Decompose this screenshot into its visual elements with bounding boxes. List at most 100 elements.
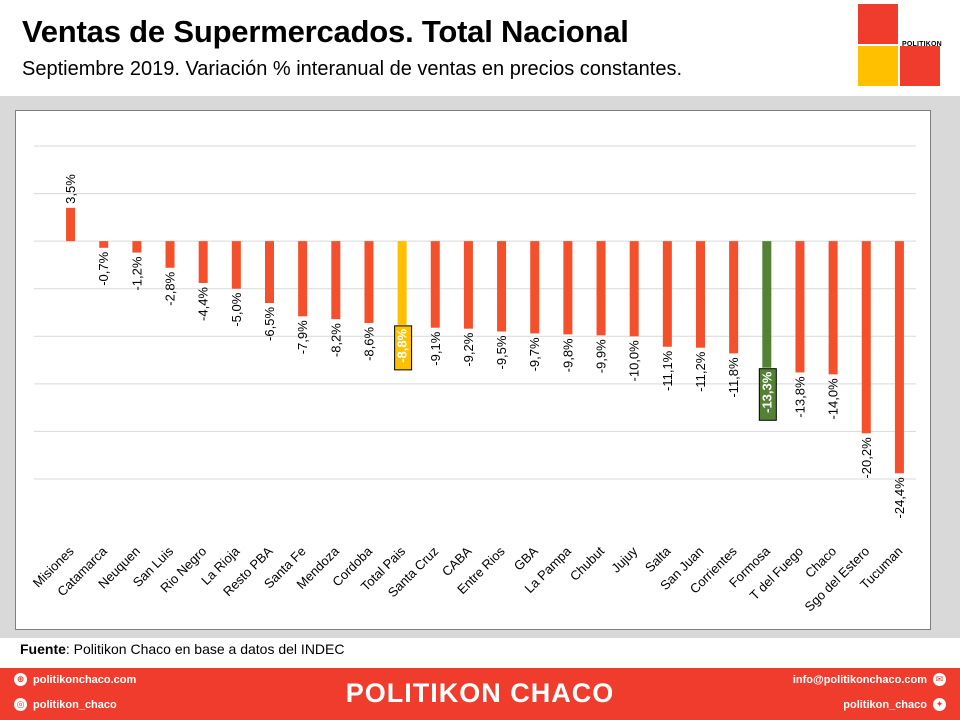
bar-corrientes — [729, 241, 739, 354]
data-label-highlight — [758, 368, 777, 421]
data-label: -20,2% — [859, 437, 874, 479]
data-label: -4,4% — [196, 287, 211, 321]
data-label-text: -4,4% — [196, 287, 211, 321]
data-label: -7,9% — [295, 320, 310, 354]
data-label-text: -9,8% — [560, 338, 575, 372]
data-label-text: -7,9% — [295, 320, 310, 354]
data-label: -2,8% — [163, 271, 178, 305]
twitter-icon: ✦ — [933, 698, 946, 711]
data-label-text: -9,9% — [594, 339, 609, 373]
bar-chart: 3,5%Misiones-0,7%Catamarca-1,2%Neuquen-2… — [30, 145, 916, 614]
bar-chubut — [596, 241, 606, 336]
bar-chaco — [828, 241, 838, 375]
data-label: -5,0% — [229, 292, 244, 326]
data-label: -1,2% — [129, 256, 144, 290]
bar-t-del-fuego — [795, 241, 805, 373]
category-label: Chubut — [567, 543, 608, 584]
footer-twitter[interactable]: politikon_chaco ✦ — [843, 698, 946, 711]
data-label: -10,0% — [627, 340, 642, 382]
bar-caba — [463, 241, 473, 329]
instagram-icon: ◎ — [14, 698, 27, 711]
data-label-highlight — [394, 325, 413, 371]
bar-jujuy — [629, 241, 639, 337]
source-note: Fuente: Politikon Chaco en base a datos … — [20, 641, 345, 657]
data-label-text: -6,5% — [262, 307, 277, 341]
page-title: Ventas de Supermercados. Total Nacional — [22, 14, 629, 49]
data-label: -13,8% — [792, 376, 807, 418]
data-label: -9,9% — [594, 339, 609, 373]
bar-neuquen — [132, 241, 142, 253]
data-label-text: -13,3% — [759, 371, 774, 413]
bar-santa-fe — [298, 241, 308, 317]
footer-twitter-text: politikon_chaco — [843, 698, 927, 711]
bar-santa-cruz — [430, 241, 440, 328]
data-label-text: -11,8% — [726, 357, 741, 398]
footer-bar: ⊕ politikonchaco.com ◎ politikon_chaco P… — [0, 668, 960, 720]
data-label: -11,1% — [660, 350, 675, 391]
bar-tucuman — [894, 241, 904, 474]
bar-san-luis — [165, 241, 175, 268]
footer-instagram[interactable]: ◎ politikon_chaco — [14, 698, 117, 711]
bar-cordoba — [364, 241, 374, 323]
data-label: -9,1% — [428, 331, 443, 365]
bar-gba — [530, 241, 540, 334]
data-label-text: -11,1% — [660, 350, 675, 391]
logo-square-yellow — [858, 46, 898, 86]
data-label: -6,5% — [262, 307, 277, 341]
data-label: -8,6% — [361, 327, 376, 361]
bar-resto-pba — [265, 241, 274, 303]
bar-sgo-del-estero — [861, 241, 871, 434]
data-label: -11,8% — [726, 357, 741, 398]
data-label-text: -9,1% — [428, 331, 443, 365]
bar-rio-negro — [198, 241, 208, 284]
data-label: -11,2% — [693, 351, 708, 392]
globe-icon: ⊕ — [14, 673, 27, 686]
data-label-text: -8,6% — [361, 327, 376, 361]
logo-text: POLITIKON — [902, 41, 942, 48]
footer-email-text: info@politikonchaco.com — [792, 673, 927, 686]
data-label-text: -8,8% — [395, 328, 410, 362]
mail-icon: ✉ — [933, 673, 946, 686]
footer-email[interactable]: info@politikonchaco.com ✉ — [793, 673, 946, 686]
data-label: -13,3% — [758, 368, 777, 421]
data-label-text: -0,7% — [96, 251, 111, 285]
data-label: -9,2% — [461, 332, 476, 366]
footer-website[interactable]: ⊕ politikonchaco.com — [14, 673, 136, 686]
page-subtitle: Septiembre 2019. Variación % interanual … — [22, 58, 683, 80]
bar-total-pais — [397, 241, 407, 325]
logo-square-red-bottom — [900, 46, 940, 86]
data-label: -9,7% — [527, 337, 542, 371]
data-label-text: -11,2% — [693, 351, 708, 392]
bar-entre-rios — [497, 241, 507, 332]
data-label-text: -9,5% — [494, 335, 509, 369]
data-label-text: -10,0% — [627, 340, 642, 382]
data-label-text: -24,4% — [892, 477, 907, 519]
data-label-text: -20,2% — [859, 437, 874, 479]
bar-mendoza — [331, 241, 341, 320]
footer-website-text: politikonchaco.com — [33, 673, 137, 686]
source-label: Fuente — [20, 641, 66, 657]
data-label-text: -14,0% — [826, 378, 841, 420]
data-label-text: -8,2% — [328, 323, 343, 357]
logo-square-white — [900, 4, 940, 44]
data-label-text: -2,8% — [163, 271, 178, 305]
data-label: -9,8% — [560, 338, 575, 372]
data-label: -24,4% — [892, 477, 907, 519]
footer-instagram-text: politikon_chaco — [33, 698, 117, 711]
data-label: -9,5% — [494, 335, 509, 369]
data-label-text: -13,8% — [792, 376, 807, 418]
bar-formosa — [762, 241, 772, 368]
category-label: Jujuy — [608, 543, 640, 575]
source-text: : Politikon Chaco en base a datos del IN… — [65, 641, 345, 657]
politikon-logo: POLITIKON — [858, 4, 942, 86]
data-label-text: 3,5% — [63, 174, 78, 204]
data-label: -8,2% — [328, 323, 343, 357]
data-label: 3,5% — [63, 174, 78, 204]
data-label: -14,0% — [826, 378, 841, 420]
data-label-text: -1,2% — [129, 256, 144, 290]
chart-area: 3,5% Misiones -0,7% Catamarca -1,2% Neuquen -2… — [15, 110, 931, 630]
data-label-text: -5,0% — [229, 292, 244, 326]
data-label: -0,7% — [96, 251, 111, 285]
bar-misiones — [66, 207, 76, 242]
data-label-text: -9,2% — [461, 332, 476, 366]
